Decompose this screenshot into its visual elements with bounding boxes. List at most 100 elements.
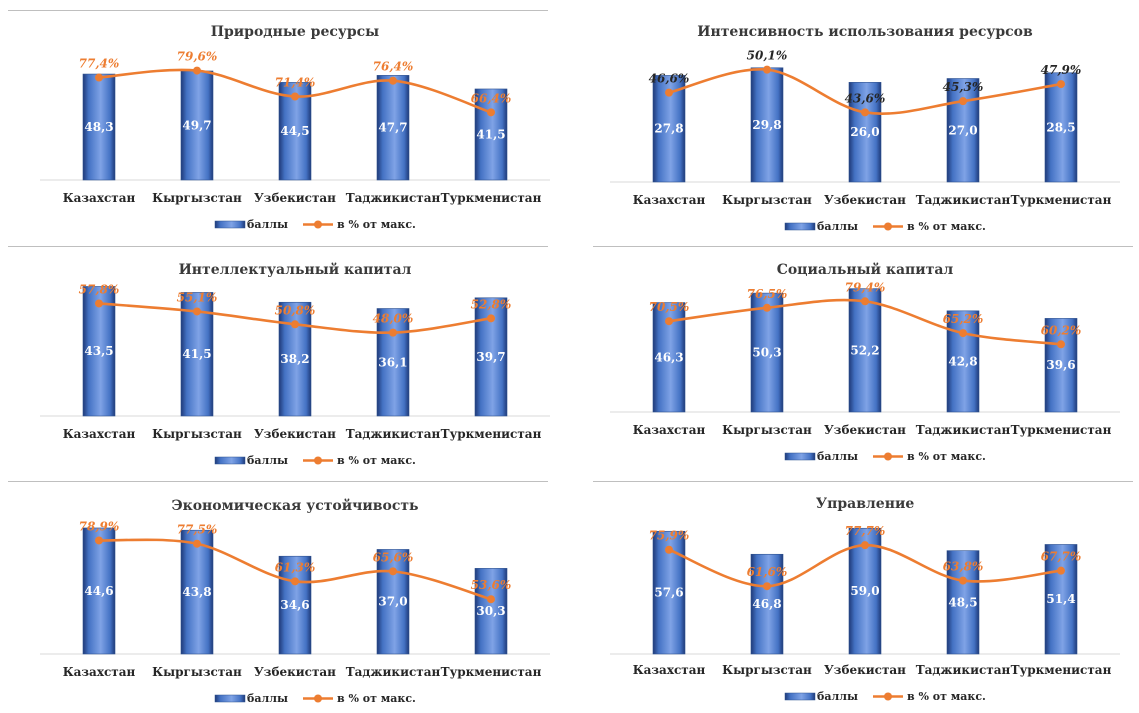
chart-title: Интеллектуальный капитал bbox=[179, 261, 412, 278]
separator-right-2 bbox=[593, 481, 1133, 482]
chart-title: Экономическая устойчивость bbox=[171, 497, 418, 514]
line-value-label: 70,5% bbox=[649, 300, 690, 314]
category-label: Кыргызстан bbox=[722, 423, 812, 437]
category-label: Казахстан bbox=[633, 193, 706, 207]
bar bbox=[946, 78, 980, 183]
category-label: Узбекистан bbox=[824, 423, 906, 437]
bar bbox=[474, 568, 508, 655]
line-point bbox=[1057, 340, 1065, 349]
category-label: Туркменистан bbox=[1011, 193, 1112, 207]
line-point bbox=[389, 76, 397, 85]
category-label: Туркменистан bbox=[441, 427, 542, 441]
line-value-label: 53,6% bbox=[471, 578, 512, 592]
category-label: Кыргызстан bbox=[722, 193, 812, 207]
bar-value-label: 48,3 bbox=[84, 120, 113, 134]
category-label: Казахстан bbox=[633, 663, 706, 677]
line-point bbox=[959, 329, 967, 338]
line-point bbox=[389, 328, 397, 337]
line-point bbox=[1057, 566, 1065, 575]
bar bbox=[946, 310, 980, 413]
line-point bbox=[1057, 80, 1065, 89]
legend-bar-label: баллы bbox=[817, 220, 858, 233]
bar bbox=[376, 75, 410, 181]
legend-bar-swatch bbox=[214, 456, 246, 465]
line-value-label: 76,5% bbox=[747, 287, 788, 301]
line-point bbox=[193, 307, 201, 316]
line-point bbox=[389, 567, 397, 576]
line-value-label: 66,4% bbox=[471, 91, 512, 105]
category-label: Казахстан bbox=[63, 427, 136, 441]
bar-value-label: 37,0 bbox=[378, 595, 407, 609]
legend-bar-label: баллы bbox=[247, 454, 288, 467]
line-value-label: 63,8% bbox=[943, 560, 984, 574]
line-point bbox=[291, 577, 299, 586]
bar-value-label: 42,8 bbox=[948, 354, 977, 368]
line-point bbox=[487, 595, 495, 604]
line-value-label: 78,9% bbox=[79, 519, 120, 533]
category-label: Таджикистан bbox=[916, 193, 1011, 207]
legend-bar-swatch bbox=[214, 694, 246, 703]
bar-value-label: 47,7 bbox=[378, 121, 407, 135]
bar-value-label: 59,0 bbox=[850, 584, 879, 598]
bar-value-label: 43,5 bbox=[84, 344, 113, 358]
line-value-label: 77,7% bbox=[845, 524, 886, 538]
chart-title: Социальный капитал bbox=[777, 261, 954, 278]
bar-value-label: 52,2 bbox=[850, 343, 879, 357]
bar bbox=[750, 292, 784, 413]
bar bbox=[750, 67, 784, 183]
line-point bbox=[665, 88, 673, 97]
category-label: Таджикистан bbox=[346, 427, 441, 441]
legend-line-marker bbox=[314, 456, 322, 465]
legend-bar-swatch bbox=[214, 220, 246, 229]
line-value-label: 67,7% bbox=[1041, 550, 1082, 564]
line-point bbox=[861, 541, 869, 550]
bar bbox=[750, 553, 784, 655]
line-value-label: 55,1% bbox=[177, 290, 218, 304]
legend-line-label: в % от макс. bbox=[907, 450, 986, 463]
category-label: Туркменистан bbox=[1011, 423, 1112, 437]
line-value-label: 77,4% bbox=[79, 57, 120, 71]
legend: баллы в % от макс. bbox=[214, 692, 416, 705]
category-label: Кыргызстан bbox=[722, 663, 812, 677]
line-point bbox=[95, 536, 103, 545]
bar bbox=[82, 527, 116, 655]
line-value-label: 52,8% bbox=[471, 297, 512, 311]
legend-line-label: в % от макс. bbox=[337, 218, 416, 231]
line-value-label: 60,2% bbox=[1041, 323, 1082, 337]
legend-line-marker bbox=[314, 220, 322, 229]
line-value-label: 65,2% bbox=[943, 312, 984, 326]
separator-right-1 bbox=[593, 246, 1133, 247]
chart-natural-resources: Природные ресурсы 48,3 49,7 44,5 47,7 41,5 77,… bbox=[40, 24, 550, 231]
line-point bbox=[861, 108, 869, 117]
line-value-label: 76,4% bbox=[373, 60, 414, 74]
bar-value-label: 27,8 bbox=[654, 122, 683, 136]
category-label: Таджикистан bbox=[916, 423, 1011, 437]
category-label: Туркменистан bbox=[1011, 663, 1112, 677]
bar bbox=[82, 286, 116, 417]
bar bbox=[376, 308, 410, 417]
chart-intellectual-capital: Интеллектуальный капитал 43,5 41,5 38,2 36,1… bbox=[40, 261, 550, 467]
line-value-label: 45,3% bbox=[943, 80, 984, 94]
legend-bar-swatch bbox=[784, 222, 816, 231]
bar-value-label: 39,6 bbox=[1046, 358, 1075, 372]
line-point bbox=[665, 317, 673, 326]
line-value-label: 50,1% bbox=[747, 49, 788, 63]
category-label: Казахстан bbox=[63, 191, 136, 205]
legend: баллы в % от макс. bbox=[784, 690, 986, 703]
line-value-label: 75,9% bbox=[649, 529, 690, 543]
category-label: Узбекистан bbox=[254, 427, 336, 441]
line-point bbox=[193, 539, 201, 548]
line-value-label: 79,6% bbox=[177, 50, 218, 64]
line-point bbox=[763, 65, 771, 74]
line-point bbox=[95, 299, 103, 308]
bar-value-label: 49,7 bbox=[182, 118, 211, 132]
line-point bbox=[291, 92, 299, 101]
bar-value-label: 44,6 bbox=[84, 584, 113, 598]
legend-bar-label: баллы bbox=[817, 450, 858, 463]
bar bbox=[946, 550, 980, 655]
bar bbox=[180, 70, 214, 181]
chart-title: Управление bbox=[816, 496, 915, 512]
category-label: Таджикистан bbox=[916, 663, 1011, 677]
legend-line-marker bbox=[884, 452, 892, 461]
legend: баллы в % от макс. bbox=[784, 450, 986, 463]
